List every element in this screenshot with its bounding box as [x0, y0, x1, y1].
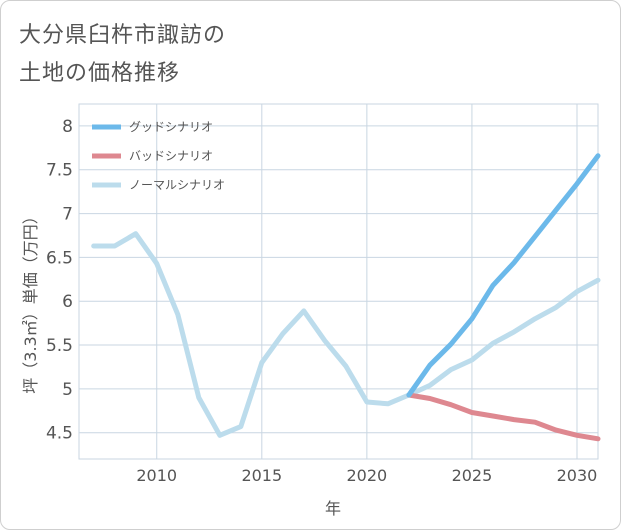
y-tick-label: 8 [62, 117, 73, 137]
series-line-1 [406, 392, 601, 442]
y-tick-label: 5.5 [46, 336, 73, 356]
y-tick-label: 6.5 [46, 248, 73, 268]
tick-labels: 4.5 5 5.5 6 6.5 7 7.5 8 2010 2015 2020 2025 2030 [46, 117, 597, 485]
y-tick-label: 7.5 [46, 161, 73, 181]
x-tick-label: 2030 [557, 466, 598, 485]
chart-title-line-2: 土地の価格推移 [19, 61, 181, 86]
x-axis-label: 年 [325, 499, 341, 518]
x-tick-label: 2010 [136, 466, 177, 485]
series-line-0 [406, 153, 601, 398]
y-tick-label: 7 [62, 205, 73, 225]
legend-label-2: ノーマルシナリオ [129, 178, 225, 192]
x-tick-label: 2020 [347, 466, 388, 485]
x-tick-label: 2015 [241, 466, 282, 485]
y-tick-label: 5 [62, 380, 73, 400]
series-lines [91, 153, 601, 442]
legend-label-0: グッドシナリオ [129, 120, 213, 134]
chart-title-line-1: 大分県臼杵市諏訪の [19, 23, 227, 48]
series-line-2 [91, 231, 601, 438]
y-tick-label: 6 [62, 292, 73, 312]
legend-label-1: バッドシナリオ [129, 149, 213, 163]
y-tick-label: 4.5 [46, 424, 73, 444]
x-tick-label: 2025 [452, 466, 493, 485]
y-axis-label: 坪（3.3㎡）単価（万円） [21, 208, 40, 393]
